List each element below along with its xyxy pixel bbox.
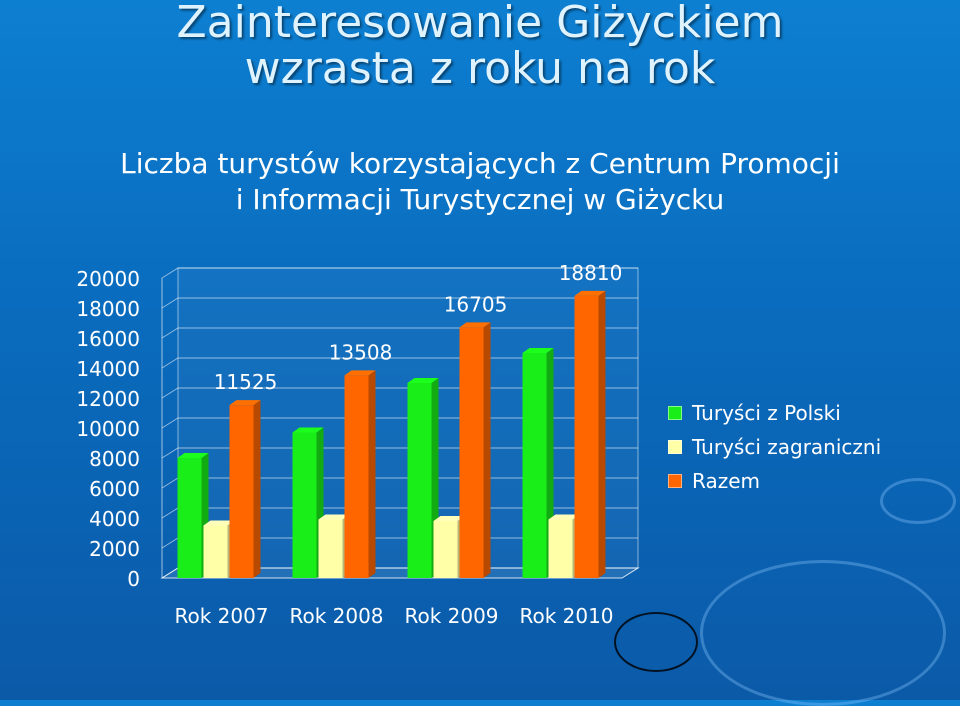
legend-item-foreign: Turyści zagraniczni	[668, 430, 881, 464]
y-tick-label: 6000	[89, 477, 140, 501]
legend-label-foreign: Turyści zagraniczni	[692, 435, 882, 459]
bar-foreign	[318, 519, 343, 578]
x-tick-label: Rok 2009	[404, 604, 498, 628]
bar-domestic	[522, 353, 547, 578]
subtitle-line-2: i Informacji Turystycznej w Giżycku	[235, 183, 725, 216]
data-label: 11525	[214, 370, 278, 394]
bar-top	[344, 370, 376, 376]
bar-top	[574, 290, 606, 296]
y-tick-label: 12000	[76, 387, 140, 411]
bar-top	[177, 453, 209, 458]
bar-total	[229, 405, 254, 578]
x-tick-label: Rok 2010	[519, 604, 613, 628]
legend-label-total: Razem	[692, 469, 760, 493]
bar-total	[574, 295, 599, 578]
y-tick-label: 14000	[76, 357, 140, 381]
bar-top	[433, 516, 465, 521]
bar-domestic	[292, 432, 317, 578]
ripple-decoration	[880, 478, 956, 524]
bar-top	[522, 348, 554, 353]
title-line-1: Zainteresowanie Giżyckiem	[176, 0, 784, 48]
bar-domestic	[177, 458, 202, 578]
bar-side	[368, 370, 376, 578]
x-tick-label: Rok 2007	[174, 604, 268, 628]
gridline	[161, 297, 638, 309]
bar-foreign	[433, 521, 458, 578]
legend-item-total: Razem	[668, 464, 881, 498]
y-tick-label: 2000	[89, 537, 140, 561]
y-tick-label: 4000	[89, 507, 140, 531]
chart-legend: Turyści z Polski Turyści zagraniczni Raz…	[668, 396, 881, 498]
bar-top	[407, 378, 439, 383]
slide-title: Zainteresowanie Giżyckiem wzrasta z roku…	[0, 0, 960, 92]
bar-top	[229, 400, 261, 406]
x-tick-label: Rok 2008	[289, 604, 383, 628]
bar-foreign	[203, 525, 228, 578]
y-tick-label: 10000	[76, 417, 140, 441]
legend-label-domestic: Turyści z Polski	[692, 401, 841, 425]
y-tick-label: 0	[127, 567, 140, 591]
bar-top	[318, 514, 350, 520]
y-tick-label: 18000	[76, 297, 140, 321]
y-tick-label: 8000	[89, 447, 140, 471]
y-tick-label: 20000	[76, 267, 140, 291]
bar-top	[292, 427, 324, 433]
legend-swatch-foreign	[668, 440, 682, 454]
data-label: 16705	[444, 292, 508, 316]
legend-swatch-total	[668, 474, 682, 488]
slide-subtitle: Liczba turystów korzystających z Centrum…	[0, 146, 960, 218]
bar-foreign	[548, 519, 573, 578]
ripple-decoration	[614, 612, 698, 672]
bar-side	[253, 400, 261, 578]
bar-total	[344, 375, 369, 578]
y-tick-label: 16000	[76, 327, 140, 351]
data-label: 13508	[329, 340, 393, 364]
subtitle-line-1: Liczba turystów korzystających z Centrum…	[120, 147, 840, 180]
bar-top	[459, 322, 491, 328]
bar-top	[548, 514, 580, 520]
bar-side	[598, 290, 606, 578]
title-line-2: wzrasta z roku na rok	[244, 43, 716, 94]
legend-swatch-domestic	[668, 406, 682, 420]
bar-domestic	[407, 383, 432, 578]
bar-total	[459, 327, 484, 578]
legend-item-domestic: Turyści z Polski	[668, 396, 881, 430]
data-label: 18810	[559, 261, 623, 285]
gridline	[161, 267, 638, 279]
bar-side	[483, 322, 491, 578]
bar-top	[203, 520, 235, 526]
